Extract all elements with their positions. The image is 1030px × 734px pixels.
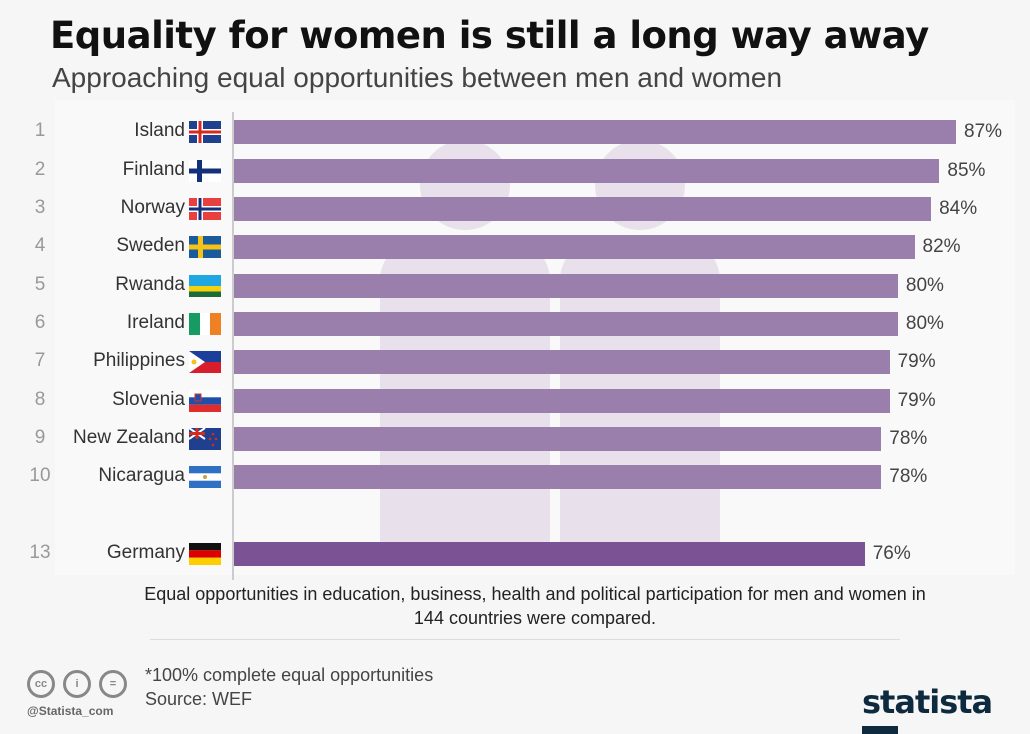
bar bbox=[234, 197, 932, 221]
source: Source: WEF bbox=[145, 689, 253, 709]
statista-logo: statista bbox=[862, 683, 1030, 734]
y-axis-line bbox=[232, 112, 234, 580]
rank-label: 13 bbox=[29, 542, 51, 563]
country-label: Germany bbox=[106, 542, 185, 563]
flag-icon bbox=[189, 313, 221, 335]
bar bbox=[234, 120, 956, 144]
bar bbox=[234, 542, 865, 566]
statista-logo-icon bbox=[862, 726, 898, 734]
rank-label: 8 bbox=[34, 389, 46, 410]
country-label: Nicaragua bbox=[98, 465, 185, 486]
chart-subtitle: Approaching equal opportunities between … bbox=[52, 62, 783, 93]
rank-label: 6 bbox=[34, 312, 46, 333]
rank-label: 3 bbox=[34, 197, 46, 218]
value-label: 80% bbox=[905, 275, 944, 296]
footnote-block: *100% complete equal opportunities Sourc… bbox=[145, 663, 433, 711]
value-label: 79% bbox=[897, 351, 936, 372]
rank-label: 9 bbox=[34, 427, 46, 448]
value-label: 82% bbox=[922, 236, 961, 257]
value-label: 78% bbox=[889, 466, 928, 487]
brand-text: statista bbox=[862, 683, 993, 721]
bar bbox=[234, 389, 890, 413]
rank-label: 2 bbox=[34, 159, 46, 180]
value-label: 76% bbox=[872, 543, 911, 564]
flag-icon bbox=[189, 236, 221, 258]
rank-label: 1 bbox=[34, 120, 46, 141]
flag-icon bbox=[189, 390, 221, 412]
value-label: 85% bbox=[947, 160, 986, 181]
country-label: Norway bbox=[120, 197, 185, 218]
rank-label: 5 bbox=[34, 274, 46, 295]
attribution-icon: i bbox=[63, 670, 91, 698]
value-label: 84% bbox=[939, 198, 978, 219]
flag-icon bbox=[189, 351, 221, 373]
value-label: 87% bbox=[964, 121, 1003, 142]
bar bbox=[234, 427, 882, 451]
rank-label: 10 bbox=[29, 465, 51, 486]
flag-icon bbox=[189, 275, 221, 297]
country-label: Ireland bbox=[126, 312, 185, 333]
chart-title: Equality for women is still a long way a… bbox=[50, 14, 929, 57]
flag-icon bbox=[189, 543, 221, 565]
country-label: Slovenia bbox=[112, 389, 185, 410]
bar bbox=[234, 274, 898, 298]
country-label: Rwanda bbox=[115, 274, 185, 295]
bar bbox=[234, 465, 882, 489]
no-derivatives-icon: = bbox=[99, 670, 127, 698]
flag-icon bbox=[189, 121, 221, 143]
country-label: Sweden bbox=[116, 235, 185, 256]
flag-icon bbox=[189, 198, 221, 220]
footnote: *100% complete equal opportunities bbox=[145, 665, 434, 685]
value-label: 80% bbox=[905, 313, 944, 334]
bar bbox=[234, 235, 915, 259]
rank-label: 4 bbox=[34, 235, 46, 256]
rank-label: 7 bbox=[34, 350, 46, 371]
bar bbox=[234, 312, 898, 336]
value-label: 78% bbox=[889, 428, 928, 449]
flag-icon bbox=[189, 466, 221, 488]
statista-handle: @Statista_com bbox=[27, 704, 114, 718]
chart-note: Equal opportunities in education, busine… bbox=[144, 584, 926, 628]
flag-icon bbox=[189, 428, 221, 450]
country-label: Island bbox=[134, 120, 185, 141]
value-label: 79% bbox=[897, 390, 936, 411]
divider bbox=[150, 639, 900, 640]
country-label: Finland bbox=[122, 159, 185, 180]
cc-icon: cc bbox=[27, 670, 55, 698]
flag-icon bbox=[189, 160, 221, 182]
country-label: Philippines bbox=[93, 350, 185, 371]
bar bbox=[234, 159, 940, 183]
bar bbox=[234, 350, 890, 374]
country-label: New Zealand bbox=[73, 427, 185, 448]
